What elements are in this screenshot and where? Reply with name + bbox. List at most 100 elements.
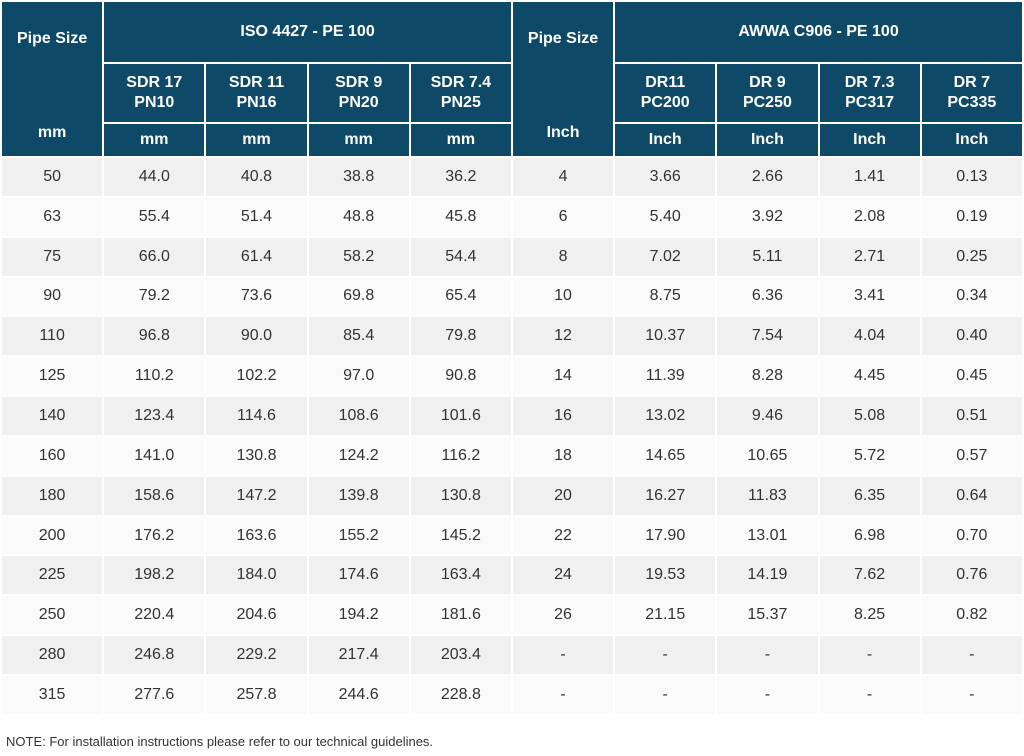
table-cell: 2.08 <box>819 197 920 236</box>
table-cell: 140 <box>2 397 103 435</box>
table-cell: 36.2 <box>410 158 511 196</box>
table-cell: 13.02 <box>615 397 716 435</box>
table-cell: 14 <box>512 357 614 396</box>
table-cell: 5.08 <box>819 397 920 435</box>
table-cell: 204.6 <box>206 596 307 635</box>
iso-group-header: ISO 4427 - PE 100 <box>104 2 511 62</box>
table-cell: 229.2 <box>206 636 307 674</box>
awwa-col-unit: Inch <box>921 124 1022 156</box>
table-cell: 79.2 <box>104 277 205 316</box>
footnote: NOTE: For installation instructions plea… <box>6 734 434 749</box>
table-cell: 130.8 <box>206 436 307 475</box>
iso-col-unit: mm <box>308 124 409 156</box>
table-cell: 90.8 <box>410 357 511 396</box>
table-cell: 18 <box>512 436 614 475</box>
table-cell: 48.8 <box>308 197 409 236</box>
table-cell: 176.2 <box>104 516 205 555</box>
table-cell: 225 <box>2 556 103 595</box>
table-cell: 24 <box>512 556 614 595</box>
table-cell: 163.4 <box>410 556 511 595</box>
table-cell: 45.8 <box>410 197 511 236</box>
table-cell: 44.0 <box>104 158 205 196</box>
table-cell: 246.8 <box>104 636 205 674</box>
awwa-pipe-size-unit: Inch <box>546 124 580 141</box>
table-row: 200 176.2 163.6 155.2 145.2 22 17.90 13.01 6.98 0… <box>2 516 1022 555</box>
table-cell: 139.8 <box>308 476 409 515</box>
table-cell: 0.13 <box>921 158 1022 196</box>
table-cell: 203.4 <box>410 636 511 674</box>
table-cell: - <box>512 675 614 714</box>
table-cell: 14.19 <box>717 556 818 595</box>
table-cell: 51.4 <box>206 197 307 236</box>
awwa-group-header: AWWA C906 - PE 100 <box>615 2 1022 62</box>
table-cell: 0.76 <box>921 556 1022 595</box>
table-cell: 11.83 <box>717 476 818 515</box>
table-cell: 14.65 <box>615 436 716 475</box>
table-cell: 228.8 <box>410 675 511 714</box>
table-row: 250 220.4 204.6 194.2 181.6 26 21.15 15.37 8.25 0… <box>2 596 1022 635</box>
table-cell: 123.4 <box>104 397 205 435</box>
table-cell: 10.37 <box>615 317 716 356</box>
table-cell: 50 <box>2 158 103 196</box>
table-cell: 155.2 <box>308 516 409 555</box>
table-cell: 10 <box>512 277 614 316</box>
table-cell: 19.53 <box>615 556 716 595</box>
table-row: 50 44.0 40.8 38.8 36.2 4 3.66 2.66 1.41 0.13 <box>2 158 1022 196</box>
iso-col-header: SDR 17 PN10 <box>104 64 205 122</box>
table-cell: 0.45 <box>921 357 1022 396</box>
table-cell: 244.6 <box>308 675 409 714</box>
table-cell: 163.6 <box>206 516 307 555</box>
table-cell: 2.66 <box>717 158 818 196</box>
table-cell: - <box>615 636 716 674</box>
table-cell: 6 <box>512 197 614 236</box>
table-cell: 110.2 <box>104 357 205 396</box>
table-cell: 3.41 <box>819 277 920 316</box>
table-cell: 6.98 <box>819 516 920 555</box>
table-cell: 0.34 <box>921 277 1022 316</box>
table-row: 225 198.2 184.0 174.6 163.4 24 19.53 14.19 7.62 0… <box>2 556 1022 595</box>
table-cell: 0.19 <box>921 197 1022 236</box>
awwa-col-header: DR11 PC200 <box>615 64 716 122</box>
table-cell: - <box>819 675 920 714</box>
table-cell: - <box>921 675 1022 714</box>
table-row: 160 141.0 130.8 124.2 116.2 18 14.65 10.65 5.72 0… <box>2 436 1022 475</box>
awwa-col-header: DR 9 PC250 <box>717 64 818 122</box>
table-cell: 257.8 <box>206 675 307 714</box>
table-cell: - <box>717 636 818 674</box>
table-cell: 8.28 <box>717 357 818 396</box>
table-cell: 6.36 <box>717 277 818 316</box>
table-cell: 55.4 <box>104 197 205 236</box>
iso-pipe-size-label: Pipe Size <box>16 30 88 47</box>
awwa-col-header: DR 7.3 PC317 <box>819 64 920 122</box>
table-cell: 110 <box>2 317 103 356</box>
table-cell: 20 <box>512 476 614 515</box>
table-cell: 145.2 <box>410 516 511 555</box>
table-cell: 8.25 <box>819 596 920 635</box>
table-cell: 69.8 <box>308 277 409 316</box>
iso-col-unit: mm <box>410 124 511 156</box>
table-cell: 200 <box>2 516 103 555</box>
table-cell: 90 <box>2 277 103 316</box>
table-cell: 217.4 <box>308 636 409 674</box>
table-cell: 180 <box>2 476 103 515</box>
table-cell: - <box>819 636 920 674</box>
table-cell: 277.6 <box>104 675 205 714</box>
iso-col-header: SDR 11 PN16 <box>206 64 307 122</box>
table-cell: 0.70 <box>921 516 1022 555</box>
table-cell: 21.15 <box>615 596 716 635</box>
table-cell: 5.40 <box>615 197 716 236</box>
table-cell: 280 <box>2 636 103 674</box>
table-cell: 194.2 <box>308 596 409 635</box>
table-row: 280 246.8 229.2 217.4 203.4- - - - - <box>2 636 1022 674</box>
table-cell: 16.27 <box>615 476 716 515</box>
table-body: 50 44.0 40.8 38.8 36.2 4 3.66 2.66 1.41 0.13 63 55.… <box>2 158 1022 714</box>
awwa-col-unit: Inch <box>615 124 716 156</box>
table-cell: 12 <box>512 317 614 356</box>
table-cell: - <box>512 636 614 674</box>
table-cell: 58.2 <box>308 237 409 276</box>
table-cell: 66.0 <box>104 237 205 276</box>
awwa-col-header: DR 7 PC335 <box>921 64 1022 122</box>
table-row: 110 96.8 90.0 85.4 79.8 12 10.37 7.54 4.04 0.40 <box>2 317 1022 356</box>
table-cell: - <box>921 636 1022 674</box>
awwa-col-unit: Inch <box>819 124 920 156</box>
